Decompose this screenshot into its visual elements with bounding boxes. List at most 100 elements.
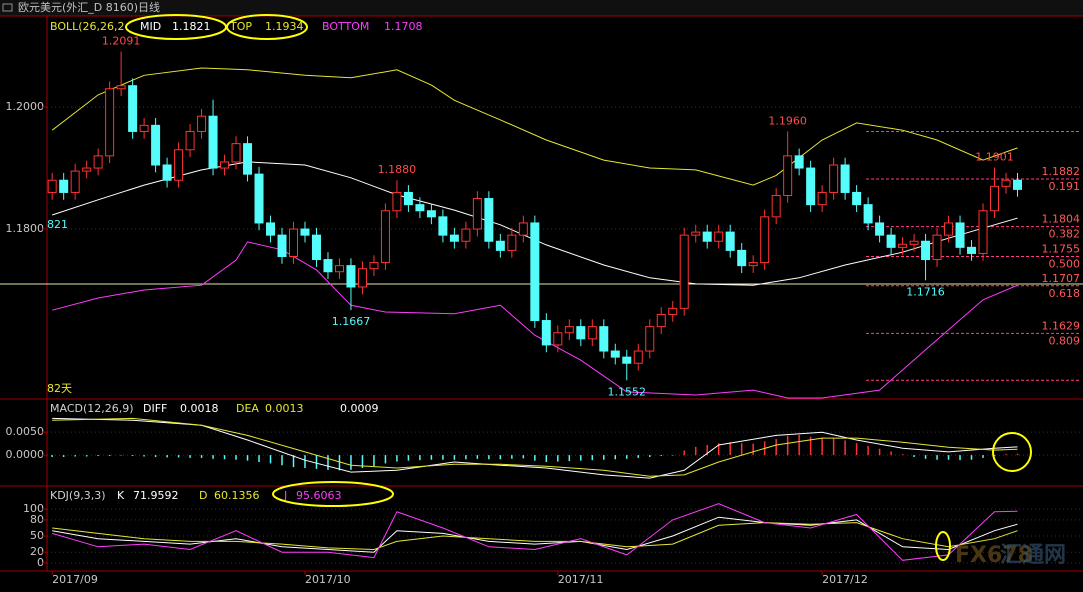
candle-body [185,130,195,151]
indicator-label: BOLL(26,26,2 [50,20,125,33]
y-tick-label: 0 [37,556,44,569]
candle-body [530,222,540,322]
candle-body [553,332,563,346]
candle-body [311,234,321,261]
x-tick-label: 2017/09 [52,573,98,586]
candle-body [748,262,758,267]
candle-body [346,265,356,288]
plot-layer: 1.2000 1.1800 BOLL(26,26,2 MID 1.1821 TOP 1.19… [0,20,1083,586]
x-tick-label: 2017/11 [558,573,604,586]
candle-body [622,356,632,364]
candle-body [415,204,425,212]
candle-body [266,222,276,236]
candle-body [403,191,413,206]
candle-body [610,350,620,358]
high-label: 1.1901 [975,150,1014,163]
candle-body [220,161,230,169]
legend-value: 1.1934 [265,20,304,33]
candle-body [679,234,689,309]
candle-body [438,216,448,236]
candle-body [633,350,643,364]
y-tick-label: 1.2000 [6,100,45,113]
highlight-ellipse [226,14,308,40]
candle-body [484,198,494,242]
legend-name: J [283,489,287,502]
watermark: FX678 [955,543,1033,568]
candle-body [599,326,609,352]
candle-body [277,234,287,257]
legend-name: K [117,489,125,502]
watermark: 汇通网 [1000,543,1066,568]
candle-body [875,222,885,236]
candle-body [323,259,333,273]
legend-name: TOP [229,20,252,33]
legend-name: MID [140,20,161,33]
candle-body [771,194,781,218]
low-label: 1.1716 [906,285,945,298]
candle-body [507,234,517,251]
candle-body [702,231,712,242]
y-tick-label: 0.0050 [6,425,45,438]
highlight-circle [992,432,1032,472]
fib-price-label: 1.1629 [1042,319,1081,332]
candle-body [564,326,574,334]
legend-name: DEA [236,402,259,415]
candle-body [863,204,873,224]
indicator-line [51,67,1018,186]
legend-name: BOTTOM [322,20,369,33]
y-tick-label: 50 [30,529,44,542]
candle-body [289,228,299,257]
candle-body [392,191,402,212]
candle-body [1001,179,1011,187]
fib-price-label: 1.1707 [1042,272,1081,285]
high-label: 1.1880 [378,163,417,176]
chart-title: 欧元美元(外汇_D 8160)日线 [18,0,160,14]
legend-value: 1.1708 [384,20,423,33]
candle-body [162,164,172,181]
x-tick-label: 2017/12 [822,573,868,586]
candle-body [990,185,1000,212]
fib-ratio-label: 0.500 [1049,257,1081,270]
window-icon [2,3,13,12]
candle-body [357,268,367,288]
indicator-line [52,417,1018,477]
indicator-label: MACD(12,26,9) [50,402,134,415]
indicator-line [52,241,1018,399]
candle-body [840,164,850,193]
y-tick-label: 100 [23,502,44,515]
candle-body [105,88,115,157]
candle-body [806,167,816,206]
macd-value: 0.0009 [340,402,379,415]
candle-body [760,216,770,264]
legend-value: 71.9592 [133,489,179,502]
candle-body [1012,179,1022,190]
fib-price-label: 1.1882 [1042,165,1081,178]
candle-body [116,85,126,90]
candle-body [426,210,436,218]
high-label: 1.2091 [102,35,141,48]
candle-body [978,210,988,254]
candle-body [852,191,862,206]
candle-body [369,262,379,270]
fib-ratio-label: 0.191 [1049,180,1081,193]
indicator-label: KDJ(9,3,3) [50,489,106,502]
candle-body [495,240,505,251]
candle-body [47,179,57,193]
candle-body [587,326,597,340]
candle-body [714,231,724,242]
candle-body [334,265,344,273]
indicator-line [52,503,1018,561]
x-tick-label: 2017/10 [305,573,351,586]
indicator-line [52,516,1018,553]
candle-body [93,155,103,169]
candle-body [197,115,207,132]
candle-body [139,124,149,132]
candle-body [128,85,138,132]
candle-body [231,143,241,163]
candle-body [668,307,678,315]
legend-value: 0.0013 [265,402,304,415]
candle-body [783,155,793,196]
candle-body [737,249,747,267]
bar-count-label: 82天 [47,382,72,395]
